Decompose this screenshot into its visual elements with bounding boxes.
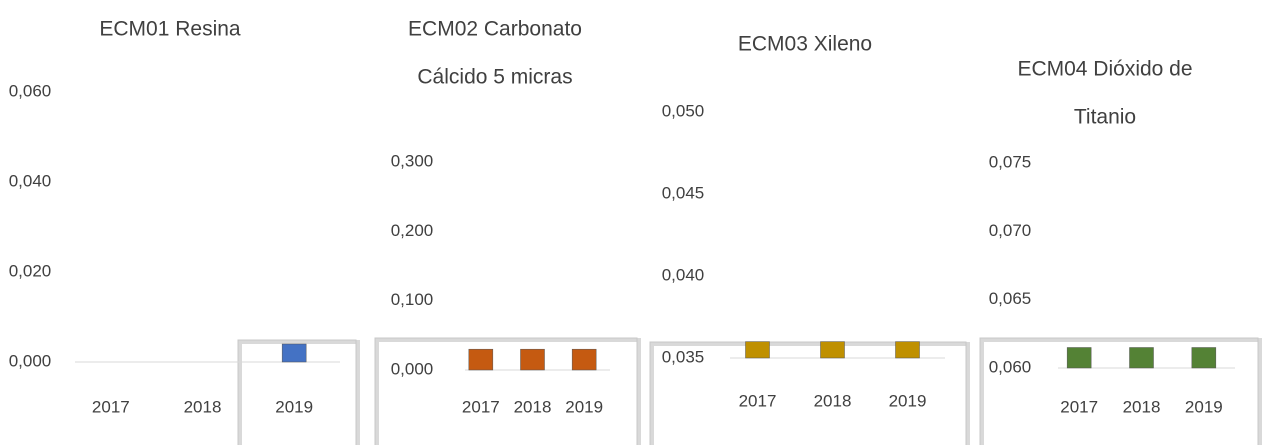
y-tick-label: 0,100 [391, 290, 434, 309]
x-tick-label: 2017 [739, 391, 777, 410]
chart-title: ECM01 Resina [99, 18, 241, 41]
bar [895, 341, 920, 359]
x-tick-label: 2019 [1185, 397, 1223, 416]
y-tick-label: 0,000 [9, 351, 52, 370]
bar [1191, 347, 1217, 369]
y-tick-label: 0,060 [9, 81, 52, 100]
frame [237, 339, 357, 445]
x-tick-label: 2017 [92, 397, 130, 416]
y-tick-label: 0,020 [9, 261, 52, 280]
bar [520, 348, 545, 371]
x-tick-label: 2019 [889, 391, 927, 410]
frame [649, 341, 967, 445]
chart-title: ECM03 Xileno [738, 33, 872, 56]
frame-shadow [650, 342, 970, 445]
frame-shadow [238, 340, 360, 445]
bar [281, 343, 307, 363]
chart-title: Cálcido 5 micras [417, 66, 572, 89]
x-tick-label: 2018 [184, 397, 222, 416]
y-tick-label: 0,040 [9, 171, 52, 190]
bar [745, 341, 770, 359]
x-tick-label: 2019 [275, 397, 313, 416]
chart-title: ECM04 Dióxido de [1017, 58, 1192, 81]
frames [237, 337, 1262, 445]
y-tick-label: 0,300 [391, 151, 434, 170]
y-tick-label: 0,040 [662, 265, 705, 284]
x-tick-label: 2018 [514, 397, 552, 416]
frame-shadow [980, 338, 1262, 445]
x-tick-label: 2019 [565, 397, 603, 416]
frame-shadow [375, 338, 641, 445]
x-tick-label: 2018 [1123, 397, 1161, 416]
x-tick-label: 2017 [462, 397, 500, 416]
y-tick-label: 0,060 [989, 357, 1032, 376]
chart-title: ECM02 Carbonato [408, 18, 582, 41]
y-tick-label: 0,000 [391, 359, 434, 378]
y-tick-label: 0,065 [989, 289, 1032, 308]
y-tick-label: 0,200 [391, 221, 434, 240]
bar [1129, 347, 1154, 369]
y-tick-label: 0,045 [662, 183, 705, 202]
bar [468, 348, 494, 371]
y-tick-label: 0,035 [662, 347, 705, 366]
bar [571, 348, 597, 371]
frame [374, 337, 638, 445]
y-tick-label: 0,050 [662, 101, 705, 120]
y-tick-label: 0,070 [989, 221, 1032, 240]
bar [1066, 347, 1092, 369]
bar [820, 341, 845, 359]
chart-title: Titanio [1074, 106, 1136, 129]
x-tick-label: 2018 [814, 391, 852, 410]
y-tick-label: 0,075 [989, 152, 1032, 171]
frame [979, 337, 1259, 445]
x-tick-label: 2017 [1060, 397, 1098, 416]
